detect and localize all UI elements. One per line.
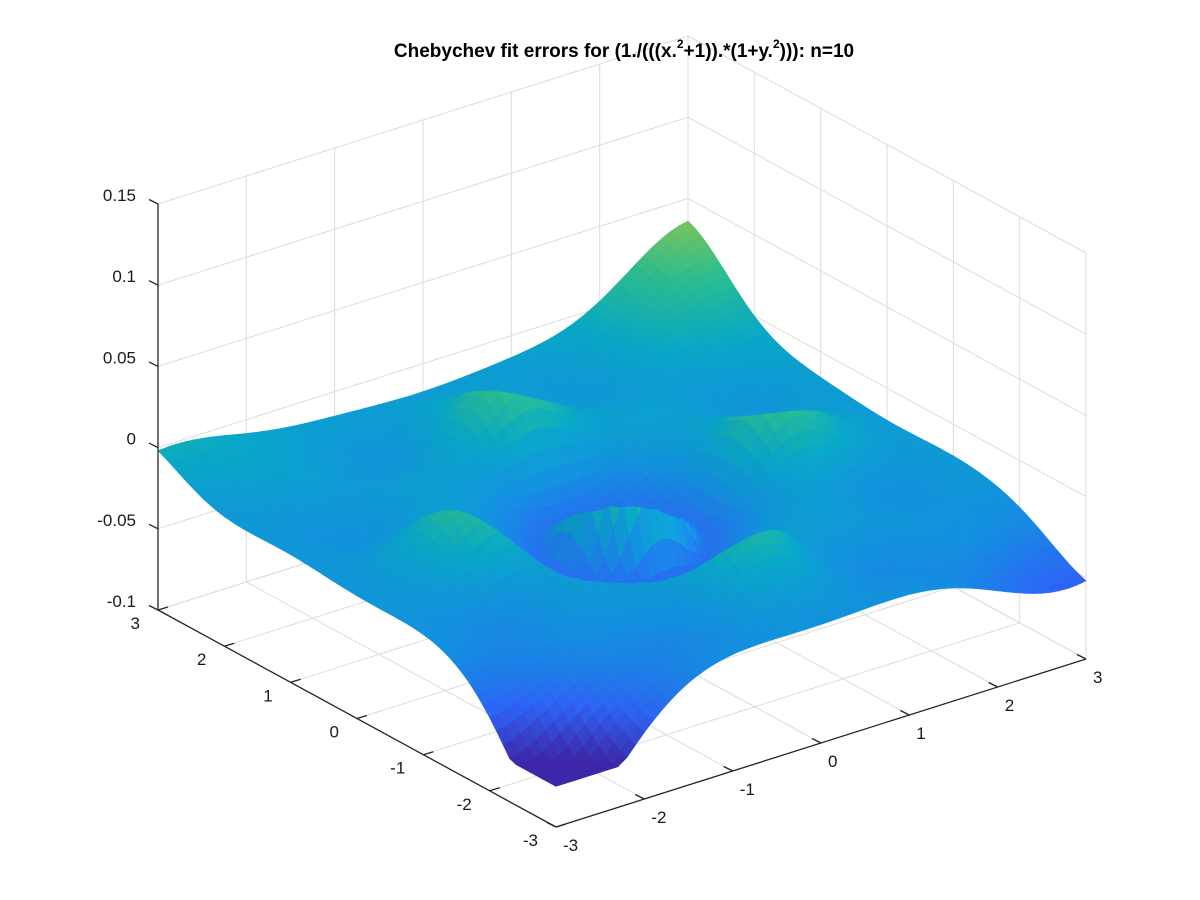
x-tick-mark bbox=[635, 793, 645, 800]
z-tick-label: 0.05 bbox=[103, 348, 136, 367]
x-tick-label: -1 bbox=[740, 780, 755, 799]
y-tick-mark bbox=[224, 642, 235, 647]
y-tick-label: 2 bbox=[197, 650, 206, 669]
y-tick-label: -1 bbox=[390, 759, 405, 778]
z-tick-label: 0 bbox=[127, 430, 136, 449]
z-tick-mark bbox=[148, 604, 159, 611]
y-tick-mark bbox=[423, 751, 434, 756]
chart-title: Chebychev fit errors for (1./(((x.2+1)).… bbox=[394, 37, 854, 62]
surface bbox=[157, 220, 1087, 787]
y-tick-label: 3 bbox=[131, 614, 140, 633]
y-tick-label: 1 bbox=[263, 686, 272, 705]
z-tick-mark bbox=[148, 523, 159, 530]
x-tick-label: -2 bbox=[651, 808, 666, 827]
z-tick-label: 0.15 bbox=[103, 186, 136, 205]
grid-line-back-z bbox=[157, 197, 689, 367]
y-tick-mark bbox=[489, 787, 500, 792]
y-tick-mark bbox=[290, 678, 301, 683]
x-tick-label: 0 bbox=[828, 752, 837, 771]
y-tick-mark bbox=[555, 823, 567, 828]
grid-line-back-z bbox=[157, 116, 689, 286]
z-tick-label: -0.1 bbox=[107, 592, 136, 611]
x-tick-label: -3 bbox=[563, 836, 578, 855]
z-tick-mark bbox=[148, 361, 159, 367]
x-tick-label: 3 bbox=[1093, 668, 1102, 687]
z-tick-label: -0.05 bbox=[97, 511, 136, 530]
y-tick-mark bbox=[157, 606, 169, 611]
y-tick-mark bbox=[356, 714, 368, 720]
x-tick-mark bbox=[811, 737, 822, 744]
title-part-2: +1)).*(1+y. bbox=[684, 41, 773, 62]
x-tick-label: 2 bbox=[1005, 696, 1014, 715]
y-tick-label: -2 bbox=[457, 795, 472, 814]
title-part-1: Chebychev fit errors for (1./(((x. bbox=[394, 41, 677, 62]
title-part-3: ))): n=10 bbox=[780, 41, 854, 62]
z-tick-mark bbox=[148, 198, 159, 205]
grid-line-back-z bbox=[157, 35, 689, 205]
z-tick-mark bbox=[148, 442, 159, 449]
y-tick-label: -3 bbox=[523, 831, 538, 850]
x-tick-label: 1 bbox=[916, 724, 925, 743]
y-tick-label: 0 bbox=[330, 723, 339, 742]
x-tick-mark bbox=[546, 821, 557, 828]
x-tick-mark bbox=[723, 765, 733, 772]
grid-line-side-z bbox=[687, 116, 1087, 335]
x-tick-mark bbox=[900, 709, 910, 716]
grid-line-side-z bbox=[687, 35, 1087, 254]
grid-line-side-z bbox=[687, 197, 1087, 416]
z-tick-mark bbox=[148, 280, 159, 286]
x-tick-mark bbox=[1076, 653, 1087, 660]
z-tick-label: 0.1 bbox=[112, 267, 136, 286]
x-tick-mark bbox=[988, 681, 998, 688]
